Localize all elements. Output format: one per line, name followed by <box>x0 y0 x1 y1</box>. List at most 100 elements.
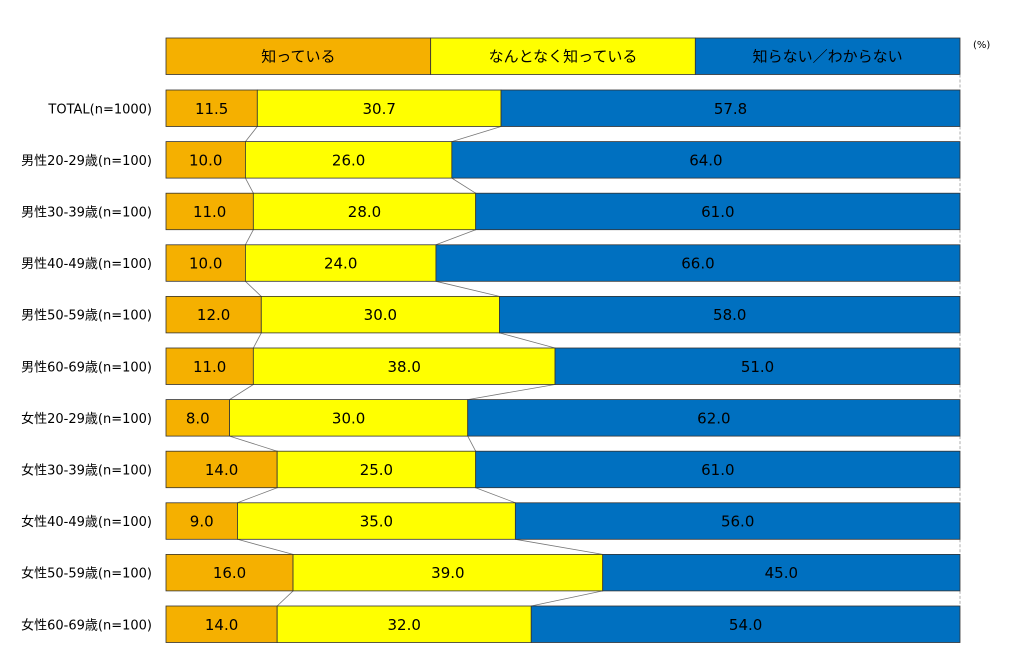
data-label-7-1: 25.0 <box>360 461 393 479</box>
connector-line <box>237 538 294 555</box>
category-label-10: 女性60-69歳(n=100) <box>21 617 152 633</box>
data-label-8-0: 9.0 <box>190 513 214 531</box>
data-label-0-0: 11.5 <box>195 100 228 118</box>
data-label-10-1: 32.0 <box>387 616 420 634</box>
data-label-5-0: 11.0 <box>193 358 226 376</box>
category-label-3: 男性40-49歳(n=100) <box>21 257 152 272</box>
bar-segment-4-0 <box>165 295 262 334</box>
category-label-1: 男性20-29歳(n=100) <box>21 154 152 169</box>
connector-line <box>467 435 477 452</box>
connector-line <box>276 590 294 607</box>
bar-segment-1-2 <box>451 141 961 179</box>
series-connectors <box>229 74 961 607</box>
data-label-1-0: 10.0 <box>189 151 222 169</box>
connector-line <box>237 487 278 504</box>
connector-line <box>245 281 262 297</box>
bar-segment-4-1 <box>260 295 500 334</box>
data-label-8-2: 56.0 <box>721 513 754 531</box>
legend: 知っている なんとなく知っている 知らない／わからない <box>165 37 961 75</box>
bar-segment-7-2 <box>475 450 961 489</box>
bar-segment-8-2 <box>514 502 961 540</box>
bar-segment-7-1 <box>276 450 477 489</box>
data-label-6-1: 30.0 <box>332 409 365 427</box>
connector-line <box>229 384 254 400</box>
data-label-9-2: 45.0 <box>765 564 798 582</box>
data-label-0-1: 30.7 <box>362 100 395 118</box>
data-label-10-0: 14.0 <box>205 616 238 634</box>
connector-line <box>245 177 254 194</box>
bar-segment-3-2 <box>435 244 961 282</box>
data-label-7-2: 61.0 <box>701 461 734 479</box>
bar-segment-5-0 <box>165 347 254 385</box>
data-label-9-1: 39.0 <box>431 564 464 582</box>
data-label-3-1: 24.0 <box>324 255 357 273</box>
legend-label-1: なんとなく知っている <box>489 47 638 65</box>
legend-label-0: 知っている <box>261 47 335 65</box>
bar-segment-6-2 <box>467 399 961 437</box>
connector-line <box>515 538 603 555</box>
category-label-0: TOTAL(n=1000) <box>47 102 152 117</box>
bar-segment-5-2 <box>554 347 961 385</box>
data-label-6-2: 62.0 <box>697 409 730 427</box>
data-label-1-2: 64.0 <box>689 151 722 169</box>
connector-line <box>245 229 254 245</box>
unit-label: (%) <box>973 40 990 51</box>
data-label-9-0: 16.0 <box>213 564 246 582</box>
connector-line <box>499 332 556 349</box>
data-label-4-1: 30.0 <box>364 306 397 324</box>
connector-line <box>531 590 603 607</box>
data-label-2-2: 61.0 <box>701 203 734 221</box>
data-label-8-1: 35.0 <box>360 513 393 531</box>
connector-line <box>252 332 262 349</box>
connector-line <box>475 487 516 504</box>
data-label-7-0: 14.0 <box>205 461 238 479</box>
category-label-9: 女性50-59歳(n=100) <box>21 566 152 582</box>
bar-segment-8-1 <box>237 502 516 540</box>
bar-segment-1-0 <box>165 141 246 179</box>
legend-swatch-1 <box>430 37 696 75</box>
data-label-0-2: 57.8 <box>714 100 747 118</box>
data-label-2-1: 28.0 <box>348 203 381 221</box>
bar-segment-9-2 <box>602 554 961 592</box>
category-label-5: 男性60-69歳(n=100) <box>21 360 152 375</box>
connector-line <box>451 177 476 194</box>
category-labels: TOTAL(n=1000) 男性20-29歳(n=100) 男性30-39歳(n=1… <box>21 102 152 633</box>
bar-segment-5-1 <box>252 347 556 385</box>
bar-segment-2-0 <box>165 192 254 231</box>
bar-segment-10-1 <box>276 605 532 643</box>
connector-line <box>435 280 500 297</box>
bar-segment-0-1 <box>256 89 502 127</box>
connector-line <box>451 126 502 142</box>
data-label-3-2: 66.0 <box>681 255 714 273</box>
data-label-4-0: 12.0 <box>197 306 230 324</box>
bar-segment-4-2 <box>499 295 961 334</box>
connector-line <box>467 384 556 400</box>
bar-segment-6-1 <box>229 399 469 437</box>
category-label-2: 男性30-39歳(n=100) <box>21 205 152 220</box>
bar-segment-10-2 <box>530 605 961 643</box>
data-label-3-0: 10.0 <box>189 255 222 273</box>
bar-segment-3-0 <box>165 244 246 282</box>
connector-line <box>229 435 278 452</box>
connector-line <box>245 126 258 142</box>
category-label-7: 女性30-39歳(n=100) <box>21 462 152 478</box>
category-label-4: 男性50-59歳(n=100) <box>21 309 152 324</box>
bar-segment-3-1 <box>244 244 437 282</box>
data-label-5-2: 51.0 <box>741 358 774 376</box>
data-label-6-0: 8.0 <box>186 409 210 427</box>
bars: 11.5 30.7 57.8 10.0 26.0 64.0 11.0 28.0 61.0 10.0… <box>165 89 961 643</box>
bar-segment-0-2 <box>500 89 961 127</box>
bar-segment-6-0 <box>165 399 230 437</box>
legend-swatch-0 <box>165 37 432 75</box>
legend-label-2: 知らない／わからない <box>753 47 903 65</box>
data-label-2-0: 11.0 <box>193 203 226 221</box>
legend-swatch-2 <box>694 37 961 75</box>
connector-line <box>435 229 476 246</box>
data-label-5-1: 38.0 <box>387 358 420 376</box>
bar-segment-8-0 <box>165 502 238 540</box>
category-label-6: 女性20-29歳(n=100) <box>21 411 152 427</box>
data-label-10-2: 54.0 <box>729 616 762 634</box>
bar-segment-2-1 <box>252 192 477 231</box>
data-label-4-2: 58.0 <box>713 306 746 324</box>
